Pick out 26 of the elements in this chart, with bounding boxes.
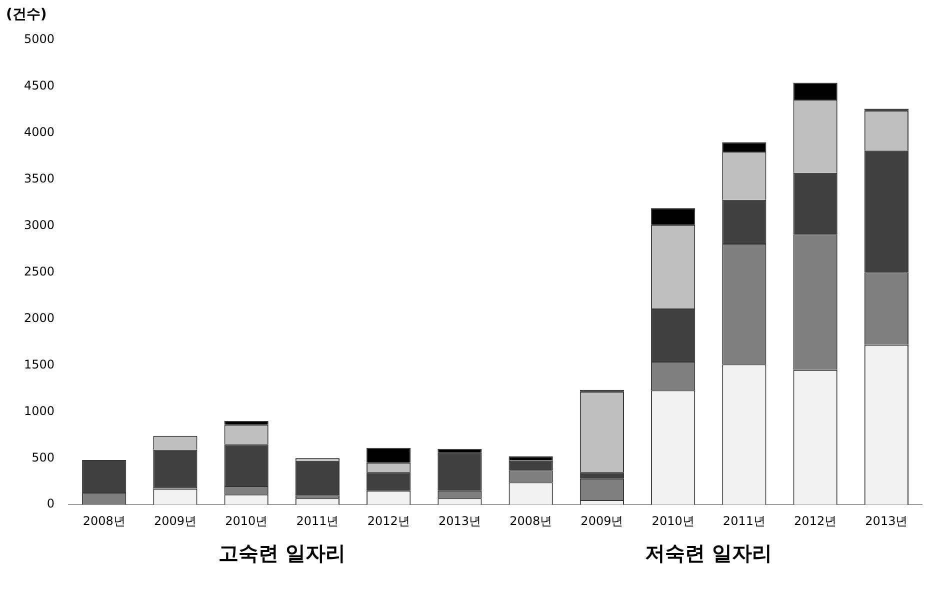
x-tick-label: 2012년 bbox=[794, 514, 837, 528]
y-tick-label: 1500 bbox=[24, 357, 55, 372]
x-tick-label: 2011년 bbox=[722, 514, 766, 528]
x-tick-label: 2013년 bbox=[438, 514, 481, 528]
y-tick-label: 3500 bbox=[24, 172, 55, 186]
y-tick-label: 4000 bbox=[24, 125, 55, 140]
x-tick-label: 2011년 bbox=[296, 514, 339, 528]
y-tick-label: 3000 bbox=[24, 218, 55, 232]
y-tick-label: 500 bbox=[32, 450, 55, 464]
y-tick-label: 1000 bbox=[24, 404, 55, 418]
x-tick-label: 2008년 bbox=[510, 514, 552, 528]
x-tick-label: 2010년 bbox=[225, 514, 268, 528]
x-tick-label: 2009년 bbox=[580, 514, 624, 528]
y-tick-label: 5000 bbox=[24, 32, 55, 46]
x-tick-label: 2009년 bbox=[154, 514, 196, 528]
x-tick-label: 2012년 bbox=[367, 514, 410, 528]
y-tick-label: 2000 bbox=[24, 310, 55, 325]
x-tick-label: 2013년 bbox=[865, 514, 908, 528]
text: 고숙련 일자리 bbox=[218, 540, 346, 565]
x-tick-label: 2010년 bbox=[652, 514, 694, 528]
text: 저숙련 일자리 bbox=[645, 540, 772, 565]
y-tick-label: 0 bbox=[46, 496, 55, 511]
y-axis-title: (건수) bbox=[6, 6, 47, 23]
y-tick-label: 2500 bbox=[24, 264, 55, 278]
x-tick-label: 2008년 bbox=[82, 514, 126, 528]
y-tick-label: 4500 bbox=[24, 78, 55, 93]
